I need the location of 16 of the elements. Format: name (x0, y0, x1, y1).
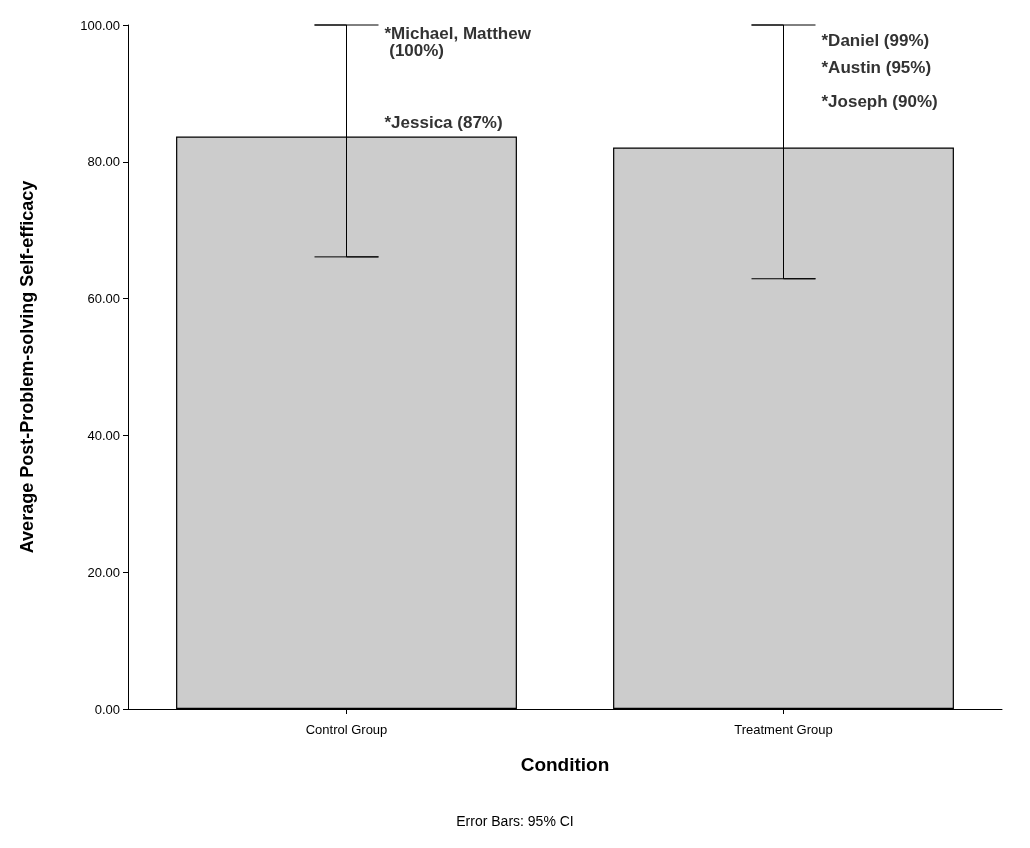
annotation: *Jessica (87%) (384, 112, 503, 132)
y-tick-label: 60.00 (87, 291, 120, 307)
text: Error Bars: 95% CI (456, 813, 574, 829)
annotation: *Austin (95%) (821, 58, 932, 78)
y-tick-label: 20.00 (87, 564, 120, 580)
x-tick-label: Control Group (305, 722, 388, 737)
annotation: *Joseph (90%) (821, 92, 938, 112)
x-tick-label: Treatment Group (734, 722, 833, 737)
x-axis-title: Condition (520, 754, 610, 775)
annotation: *Daniel (99%) (821, 30, 930, 50)
y-tick-label: 80.00 (87, 154, 120, 170)
y-tick-label: 40.00 (87, 427, 120, 443)
y-tick-label: 100.00 (80, 17, 120, 33)
annotation: *Michael, Matthew (100%) (384, 24, 532, 60)
y-axis-title: Average Post-Problem-solving Self-efficacy (17, 180, 37, 554)
y-tick-label: 0.00 (94, 701, 120, 717)
